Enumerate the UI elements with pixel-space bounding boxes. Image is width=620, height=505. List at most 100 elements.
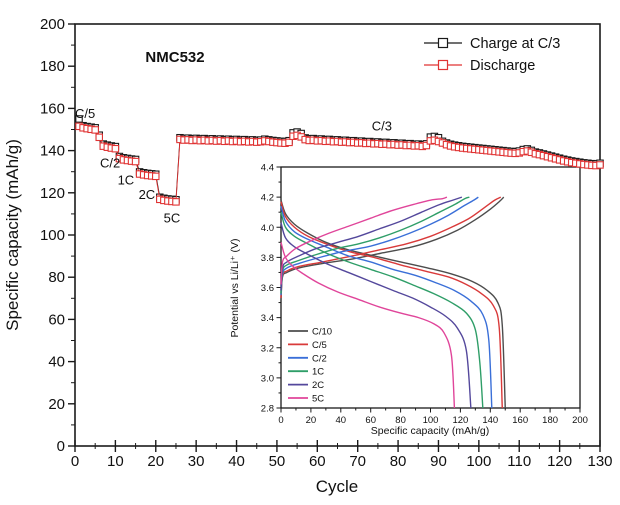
inset-y-tick-label: 3.6 [261,283,274,294]
legend-label: Charge at C/3 [470,36,560,52]
inset-voltage-curves [280,196,506,409]
main-series [75,115,604,206]
inset-charge-curve-2C [280,196,463,291]
series-markers [75,122,604,206]
inset-y-tick-label: 3.8 [261,253,274,264]
inset-yaxis-title: Potential vs Li/Li⁺ (V) [229,239,241,338]
data-point-marker [75,115,83,123]
inset-charge-curve-1C [280,196,470,294]
main-y-tick-label: 140 [40,143,65,160]
inset-x-tick-label: 20 [306,415,317,426]
inset-y-tick-label: 3.2 [261,343,274,354]
inset-charge-curve-C-2 [280,196,479,296]
main-y-tick-label: 100 [40,227,65,244]
main-y-tick-label: 180 [40,58,65,75]
main-y-tick-label: 20 [48,396,65,413]
inset-x-tick-label: 80 [395,415,406,426]
main-x-tick-label: 70 [349,453,366,470]
inset-x-tick-label: 180 [542,415,558,426]
inset-legend-label: C/2 [312,353,327,364]
annotation-2C: 2C [139,187,156,202]
inset-x-tick-label: 40 [336,415,347,426]
data-point-marker [95,133,103,142]
inset-x-tick-label: 120 [452,415,468,426]
main-x-tick-label: 0 [71,453,79,470]
main-x-tick-label: 80 [390,453,407,470]
main-x-tick-label: 110 [507,453,531,470]
main-x-tick-label: 100 [466,453,491,470]
main-x-tick-label: 60 [309,453,326,470]
inset-x-tick-label: 100 [423,415,439,426]
legend-marker [437,59,449,71]
inset-legend-label: 2C [312,380,324,391]
inset-y-tick-label: 4.2 [261,193,274,204]
annotation-C-5: C/5 [75,106,95,121]
data-point-marker [131,157,140,166]
inset-y-tick-label: 4.4 [261,163,274,174]
inset-legend: C/10 C/5 C/2 1C 2C 5C [288,327,332,405]
annotation-5C: 5C [164,210,181,225]
inset-y-tick-label: 3.0 [261,373,274,384]
inset-discharge-curve-C-2 [280,205,493,409]
inset-charge-curve-5C [280,196,448,285]
inset-charge-curve-C-10 [280,196,505,300]
main-x-tick-label: 10 [107,453,124,470]
inset-legend-label: C/5 [312,340,327,351]
inset-discharge-curve-2C [280,222,472,409]
main-xaxis-title: Cycle [316,477,359,496]
inset-xaxis-title: Specific capacity (mAh/g) [371,425,489,437]
inset-x-tick-label: 60 [365,415,376,426]
main-x-tick-label: 90 [430,453,447,470]
main-x-tick-label: 40 [228,453,245,470]
inset-legend-label: 1C [312,367,324,378]
main-axes: 0 10 20 30 40 50 60 70 80 90 100 110 120 130 0 20 40 60 80… [40,16,613,470]
data-point-marker [596,161,604,169]
data-point-marker [172,198,180,206]
inset-y-tick-label: 2.8 [261,404,274,415]
inset-x-tick-label: 160 [512,415,528,426]
main-y-tick-label: 160 [40,100,65,117]
inset-y-tick-label: 3.4 [261,313,274,324]
main-x-tick-label: 20 [147,453,164,470]
data-point-marker [91,126,99,134]
main-yaxis-title: Specific capacity (mAh/g) [3,139,22,331]
inset-legend-label: 5C [312,394,324,405]
inset-plot-group: 0 20 40 60 80 100 120 140 160 180 200 2.8 3.0 3.2 3.4 3… [261,163,588,427]
legend-marker [437,37,449,49]
main-y-tick-label: 0 [57,438,65,455]
main-y-tick-label: 40 [48,354,65,371]
legend-label: Discharge [470,58,535,74]
rate-annotations: C/5 C/2 1C 2C 5C C/3 [75,106,392,225]
main-y-tick-label: 200 [40,16,65,33]
inset-x-tick-label: 140 [482,415,498,426]
annotation-C-2: C/2 [100,155,120,170]
annotation-C-3: C/3 [372,119,392,134]
data-point-marker [152,172,160,181]
inset-charge-curve-C-5 [280,196,502,299]
inset-discharge-curve-1C [280,211,484,409]
main-x-tick-label: 30 [188,453,205,470]
sample-label: NMC532 [145,49,204,66]
main-legend: Charge at C/3 Discharge [424,36,560,74]
main-y-tick-label: 60 [48,311,65,328]
annotation-1C: 1C [118,172,135,187]
data-point-marker [111,144,120,153]
main-y-tick-label: 120 [40,185,65,202]
inset-discharge-curve-5C [280,242,456,409]
inset-frame [280,166,581,409]
inset-discharge-curve-C-10 [280,199,506,409]
inset-legend-label: C/10 [312,327,332,338]
inset-x-tick-label: 0 [278,415,283,426]
data-point-marker [422,141,431,150]
main-x-tick-label: 120 [547,453,572,470]
inset-y-tick-label: 4.0 [261,223,274,234]
inset-x-tick-label: 200 [572,415,588,426]
main-y-tick-label: 80 [48,269,65,286]
data-point-marker [285,138,293,147]
inset-discharge-curve-C-5 [280,201,503,409]
main-x-tick-label: 130 [587,453,612,470]
generated-chart-layers: 0 10 20 30 40 50 60 70 80 90 100 110 120 130 0 20 40 60 80… [40,16,613,470]
main-x-tick-label: 50 [269,453,286,470]
